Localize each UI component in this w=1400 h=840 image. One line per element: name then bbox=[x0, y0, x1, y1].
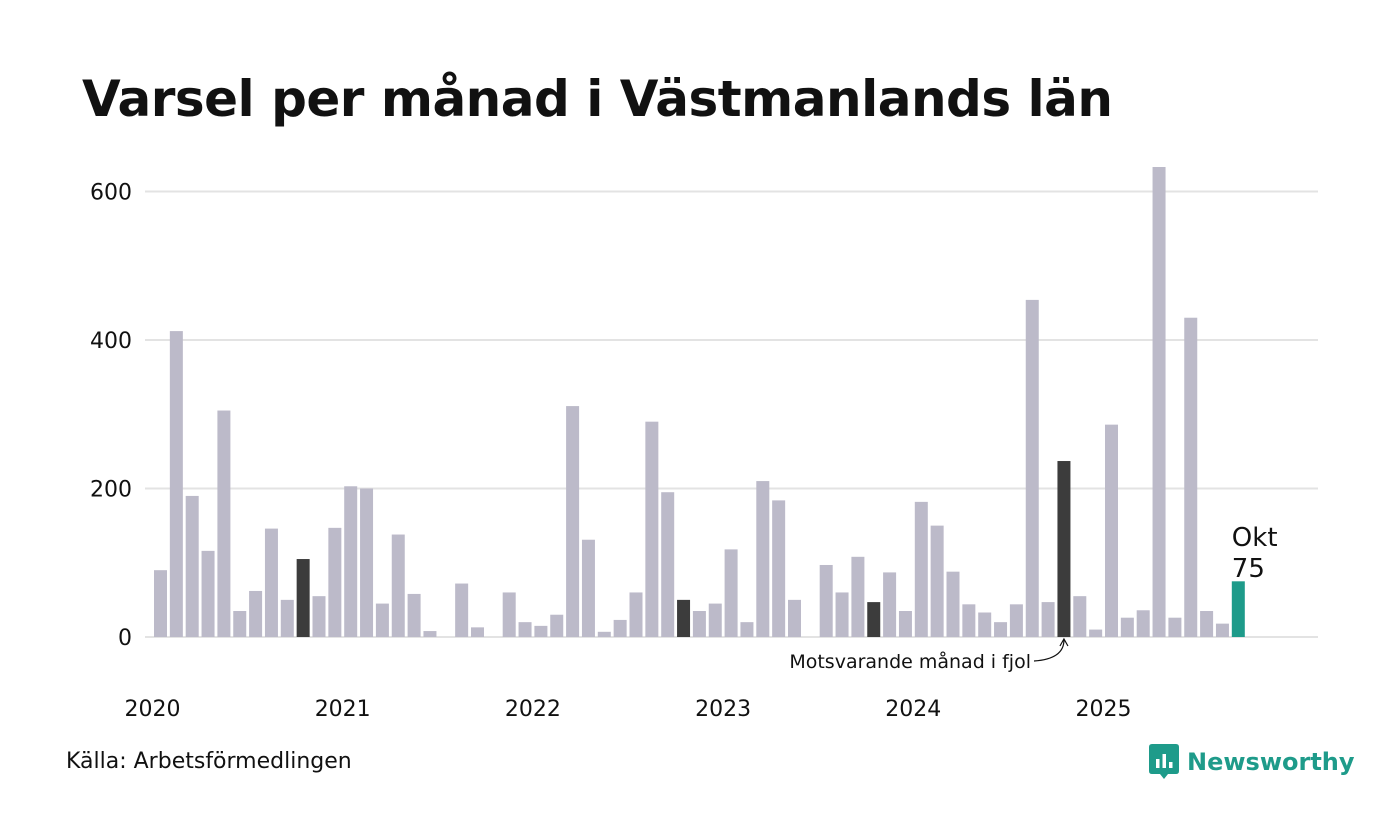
bar bbox=[1184, 317, 1198, 637]
bar bbox=[1089, 629, 1103, 637]
bar bbox=[169, 331, 183, 637]
bar bbox=[677, 599, 691, 637]
bar bbox=[328, 527, 342, 637]
bar bbox=[455, 583, 469, 637]
source-credit: Källa: Arbetsförmedlingen bbox=[66, 749, 352, 774]
bar bbox=[914, 501, 928, 637]
bar bbox=[1215, 623, 1229, 637]
bar bbox=[185, 495, 199, 637]
bar bbox=[883, 572, 897, 637]
bar bbox=[978, 612, 992, 637]
bar bbox=[1231, 581, 1245, 637]
current-month-label: Okt bbox=[1232, 523, 1278, 553]
bar bbox=[391, 534, 405, 637]
bar bbox=[407, 593, 421, 637]
bar bbox=[1009, 604, 1023, 637]
bar bbox=[201, 550, 215, 637]
chart-title: Varsel per månad i Västmanlands län bbox=[82, 70, 1113, 128]
y-axis-ticks: 0 200 400 600 bbox=[90, 181, 132, 652]
x-tick-label: 2022 bbox=[505, 697, 561, 722]
bar bbox=[1168, 617, 1182, 637]
x-tick-label: 2021 bbox=[315, 697, 371, 722]
y-tick-label: 600 bbox=[90, 181, 132, 206]
bar bbox=[1073, 596, 1087, 637]
bar bbox=[994, 622, 1008, 637]
bar bbox=[930, 525, 944, 637]
bar bbox=[280, 599, 294, 637]
bar bbox=[423, 631, 437, 637]
bar bbox=[581, 539, 595, 637]
bar bbox=[740, 622, 754, 637]
bar bbox=[819, 564, 833, 637]
bar bbox=[962, 604, 976, 637]
bar bbox=[946, 571, 960, 637]
bar bbox=[1136, 610, 1150, 637]
bar bbox=[1200, 611, 1214, 637]
bar bbox=[471, 627, 484, 637]
bar bbox=[264, 528, 278, 637]
bar bbox=[613, 619, 627, 637]
bar bbox=[692, 611, 706, 637]
bar bbox=[1120, 617, 1134, 637]
x-tick-label: 2025 bbox=[1076, 697, 1132, 722]
bar bbox=[217, 410, 231, 637]
bar bbox=[154, 570, 167, 637]
bar bbox=[375, 603, 389, 637]
last-year-annotation: Motsvarande månad i fjol bbox=[789, 637, 1069, 673]
bar bbox=[708, 603, 722, 637]
bar bbox=[312, 596, 326, 637]
bar bbox=[518, 622, 532, 637]
bar bbox=[1041, 602, 1055, 637]
bar bbox=[788, 599, 801, 637]
bar bbox=[566, 406, 580, 637]
bar bbox=[1025, 299, 1039, 637]
x-tick-label: 2023 bbox=[695, 697, 751, 722]
bar bbox=[344, 486, 358, 637]
bar bbox=[629, 592, 643, 637]
bar bbox=[296, 559, 310, 637]
bar bbox=[249, 590, 263, 637]
brand-name: Newsworthy bbox=[1187, 748, 1355, 776]
newsworthy-logo-icon bbox=[1149, 744, 1179, 779]
bar bbox=[1105, 424, 1118, 637]
bar bbox=[898, 611, 912, 637]
y-tick-label: 200 bbox=[90, 478, 132, 503]
bar bbox=[502, 592, 516, 637]
bar bbox=[534, 625, 548, 637]
bar bbox=[597, 631, 611, 637]
x-tick-label: 2024 bbox=[885, 697, 941, 722]
bar bbox=[233, 611, 247, 637]
bar bbox=[867, 602, 881, 637]
annotation-arrowhead bbox=[1059, 637, 1069, 647]
bar bbox=[724, 549, 738, 637]
bar bbox=[661, 492, 675, 637]
bar bbox=[360, 488, 374, 637]
bar bbox=[835, 592, 849, 637]
bar bbox=[851, 556, 865, 637]
current-value: 75 bbox=[1232, 554, 1265, 584]
annotation-text: Motsvarande månad i fjol bbox=[789, 650, 1031, 673]
bar bbox=[1152, 166, 1166, 637]
bar bbox=[1057, 461, 1071, 637]
y-tick-label: 400 bbox=[90, 329, 132, 354]
y-tick-label: 0 bbox=[118, 626, 132, 651]
bar bbox=[756, 481, 770, 637]
x-axis-year-labels: 2020 2021 2022 2023 2024 2025 bbox=[125, 697, 1132, 722]
brand: Newsworthy bbox=[1149, 744, 1355, 780]
bar bbox=[772, 500, 786, 637]
x-tick-label: 2020 bbox=[125, 697, 181, 722]
bar bbox=[550, 614, 564, 637]
bars bbox=[154, 166, 1245, 637]
bar bbox=[645, 421, 659, 637]
annotation-arrow bbox=[1033, 639, 1065, 662]
